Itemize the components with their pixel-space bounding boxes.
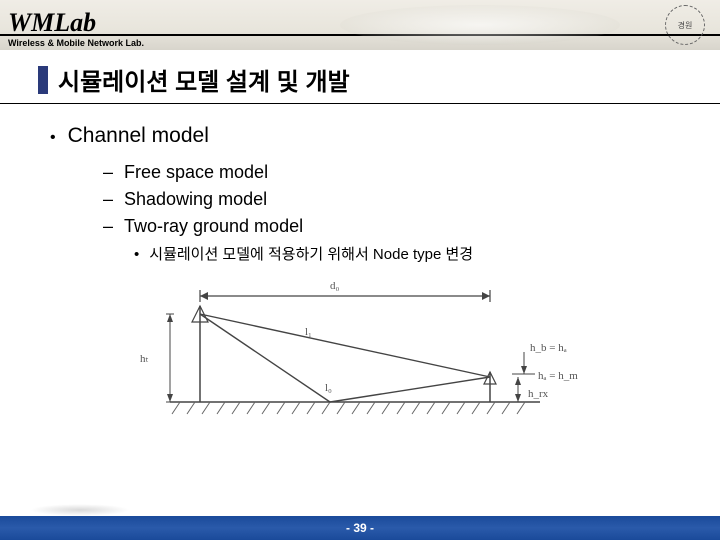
footer-bar: - 39 - <box>0 516 720 540</box>
list-item: – Two-ray ground model <box>102 216 670 237</box>
university-seal-icon: 경원 <box>665 5 705 45</box>
label-d0: d₀ <box>330 280 339 292</box>
subitem-label: 시뮬레이션 모델에 적용하기 위해서 Node type 변경 <box>149 243 473 264</box>
item-label: Free space model <box>124 162 268 183</box>
label-ht: hₜ <box>140 352 149 365</box>
sub-list: – Free space model – Shadowing model – T… <box>50 162 670 264</box>
content-area: • Channel model – Free space model – Sha… <box>0 104 720 452</box>
logo-subtitle: Wireless & Mobile Network Lab. <box>8 38 144 48</box>
label-l0: l₀ <box>325 382 332 394</box>
label-hb: h_b = hₐ <box>530 342 567 354</box>
heading-text: Channel model <box>68 124 209 148</box>
list-item: – Free space model <box>102 162 670 183</box>
dash-icon: – <box>102 162 114 183</box>
dash-icon: – <box>102 189 114 210</box>
sub-list-item: • 시뮬레이션 모델에 적용하기 위해서 Node type 변경 <box>102 243 670 264</box>
bullet-icon: • <box>50 129 56 147</box>
bullet-icon: • <box>134 246 139 263</box>
label-hm: hₐ = h_m <box>538 370 578 382</box>
label-hrx: h_rx <box>528 388 548 400</box>
section-heading: • Channel model <box>50 124 670 148</box>
diagram-svg <box>130 282 590 452</box>
header-bar: WMLab Wireless & Mobile Network Lab. 경원 <box>0 0 720 50</box>
logo-text: WMLab <box>8 10 144 36</box>
item-label: Two-ray ground model <box>124 216 303 237</box>
header-underline <box>0 34 720 36</box>
page-number: - 39 - <box>346 521 374 535</box>
logo-block: WMLab Wireless & Mobile Network Lab. <box>8 10 144 50</box>
title-accent-bar <box>38 66 48 94</box>
item-label: Shadowing model <box>124 189 267 210</box>
dash-icon: – <box>102 216 114 237</box>
list-item: – Shadowing model <box>102 189 670 210</box>
title-row: 시뮬레이션 모델 설계 및 개발 <box>0 62 720 104</box>
footer-shadow <box>30 504 130 516</box>
label-l1: l₁ <box>305 326 312 338</box>
page-title: 시뮬레이션 모델 설계 및 개발 <box>58 62 350 97</box>
two-ray-diagram: d₀ l₁ l₀ hₜ h_b = hₐ hₐ = h_m h_rx <box>130 282 590 452</box>
